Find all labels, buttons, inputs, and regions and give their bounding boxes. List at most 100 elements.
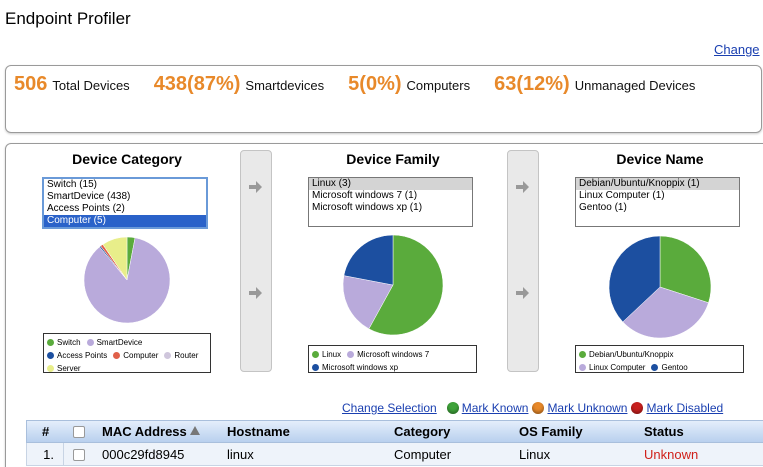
legend-item: Server [47,362,81,375]
legend: Switch SmartDevice Access Points Computer Ro… [43,333,211,373]
table-cell: linux [227,447,254,462]
action-link[interactable]: Mark Unknown [547,401,628,415]
profile-box [5,143,763,467]
listbox: Debian/Ubuntu/Knoppix (1) Linux Computer … [575,177,740,227]
legend-item: Gentoo [651,361,688,374]
list-item[interactable]: Gentoo (1) [579,202,627,213]
column-header: Category [394,424,451,439]
arrow-column [507,150,539,372]
device-table: # MAC Address Hostname Category OS Family Sta… [26,420,763,466]
panel-title: Device Family [346,151,440,167]
status-dot [446,402,459,414]
legend-dot [312,364,319,371]
legend-label: SmartDevice [96,338,143,347]
change-link[interactable]: Change [714,42,760,57]
legend-item: SmartDevice [86,336,143,349]
legend-item: Microsoft windows xp [312,361,398,374]
legend-item: Switch [47,336,81,349]
legend-dot [47,352,54,359]
header-checkbox[interactable] [73,426,85,438]
table-cell: 000c29fd8945 [102,447,185,462]
legend-label: Server [57,364,81,373]
legend-dot [579,364,586,371]
panel-title: Device Name [616,151,704,167]
panel-title: Device Category [72,151,182,167]
legend: Linux Microsoft windows 7 Microsoft window… [308,345,477,373]
column-header: Hostname [227,424,290,439]
pie-chart [83,236,171,324]
arrow-icon [516,181,529,193]
action-link[interactable]: Mark Known [461,401,529,415]
list-item[interactable]: Access Points (2) [47,203,125,214]
column-header: Status [644,424,684,439]
pie-slice [608,235,661,323]
summary-label: Computers [406,78,471,93]
legend-dot [47,339,54,346]
list-item[interactable]: Microsoft windows 7 (1) [312,190,418,201]
list-item[interactable]: Switch (15) [47,179,98,190]
summary-label: Smartdevices [245,78,325,93]
action-link[interactable]: Change Selection [342,401,437,415]
list-item[interactable]: Debian/Ubuntu/Knoppix (1) [576,178,739,190]
legend-label: Access Points [57,351,108,360]
action-link[interactable]: Mark Disabled [646,401,724,415]
pie-slice [659,235,712,304]
action-bar: Change Selection Mark Known Mark Unknown Ma… [342,401,723,415]
legend-label: Linux Computer [589,363,646,372]
summary-value: 438(87%) [153,73,241,95]
legend-item: Microsoft windows 7 [347,348,429,361]
legend-dot [86,339,94,346]
page-title: Endpoint Profiler [5,9,131,28]
row-checkbox[interactable] [73,449,85,461]
pie-slice [102,236,128,281]
summary-text: 506 Total Devices 438(87%) Smartdevices 5(0%… [14,74,744,96]
legend-label: Microsoft windows 7 [357,350,430,359]
legend-label: Linux [322,350,342,359]
pie-chart [608,235,712,339]
legend-dot [113,352,121,359]
pie-slice [342,275,394,330]
legend-dot [347,351,355,358]
list-item[interactable]: Computer (5) [44,215,206,227]
legend-item: Access Points [47,349,107,362]
legend-item: Linux [312,348,341,361]
pie-slice [343,234,394,286]
pie-chart [342,234,444,336]
legend-label: Switch [57,338,81,347]
arrow-column [240,150,272,372]
column-header: OS Family [519,424,583,439]
legend-dot [312,351,319,358]
listbox: Linux (3) Microsoft windows 7 (1) Microsof… [308,177,473,227]
list-item[interactable]: Microsoft windows xp (1) [312,202,423,213]
column-header: MAC Address [102,424,187,439]
legend-dot [651,364,659,371]
legend-dot [164,352,172,359]
summary-value: 506 [14,73,48,95]
summary-box: 506 Total Devices 438(87%) Smartdevices 5(0%… [5,65,762,133]
summary-label: Unmanaged Devices [574,78,696,93]
list-item[interactable]: Linux Computer (1) [579,190,665,201]
list-item[interactable]: SmartDevice (438) [47,191,131,202]
table-row: 1. 000c29fd8945 linux Computer Linux Unknown [26,443,763,466]
arrow-shape [249,287,262,299]
pie-slice [622,286,709,339]
legend-item: Router [164,349,198,362]
legend-dot [579,351,586,358]
legend-label: Router [174,351,199,360]
legend-label: Computer [123,351,159,360]
column-header: # [42,424,50,439]
arrow-icon [249,181,262,193]
table-cell: 1. [43,447,54,462]
table-cell: Computer [394,447,452,462]
sort-icon [190,426,200,435]
summary-value: 63(12%) [494,73,570,95]
table-cell: Unknown [644,447,699,462]
legend-label: Gentoo [661,363,688,372]
arrow-shape [516,181,529,193]
legend-item: Linux Computer [579,361,645,374]
list-item[interactable]: Linux (3) [309,178,472,190]
arrow-icon [249,287,262,299]
table-cell: Linux [519,447,551,462]
summary-label: Total Devices [52,78,130,93]
